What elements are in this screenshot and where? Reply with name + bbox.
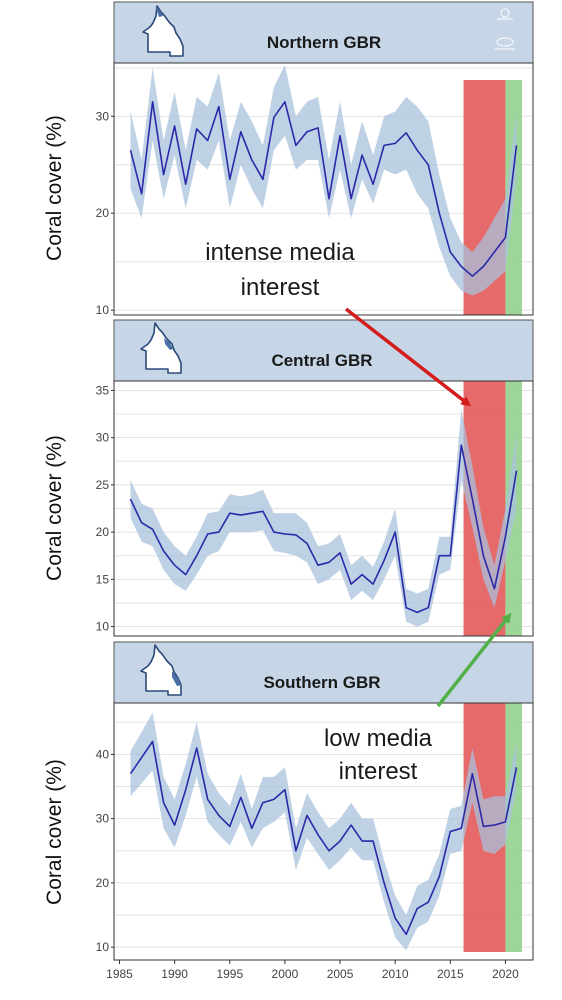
panel-central-title: Central GBR	[271, 351, 372, 370]
panel-southern-confidence-ribbon	[130, 712, 517, 951]
panel-central-frame	[113, 380, 534, 637]
panel-southern-title: Southern GBR	[263, 673, 380, 692]
y-tick-label: 20	[96, 206, 110, 220]
panel-central: Central GBR Coral cover (%) 10 15 20 25 30 35	[43, 319, 534, 637]
y-tick-label: 15	[96, 572, 110, 586]
panel-southern-y-ticks: 10 20 30 40	[96, 747, 114, 954]
x-tick-label: 2020	[492, 967, 519, 981]
government-emblem-icon	[497, 8, 513, 20]
y-tick-label: 30	[96, 109, 110, 123]
aims-logo-icon	[495, 37, 515, 50]
annotation-low-line-1: low media	[324, 725, 433, 752]
panel-northern: Northern GBR Coral cover (%) 10 20 30	[43, 1, 534, 317]
y-tick-label: 25	[96, 478, 110, 492]
panel-southern-grid	[114, 721, 533, 948]
panel-northern-confidence-ribbon	[130, 64, 517, 296]
low-interest-band	[505, 703, 522, 952]
x-tick-label: 1995	[216, 967, 243, 981]
queensland-map-icon	[140, 644, 182, 696]
y-tick-label: 10	[96, 620, 110, 634]
y-tick-label: 10	[96, 940, 110, 954]
annotation-intense-line-2: interest	[241, 274, 320, 301]
annotation-low-media-interest: low media interest	[324, 612, 512, 785]
y-tick-label: 10	[96, 303, 110, 317]
panel-central-ylabel: Coral cover (%)	[43, 435, 66, 581]
x-axis-ticks: 1985 1990 1995 2000 2005 2010 2015 2020	[106, 960, 519, 981]
y-tick-label: 30	[96, 431, 110, 445]
low-media-arrow	[436, 612, 512, 708]
y-tick-label: 40	[96, 747, 110, 761]
queensland-map-icon	[142, 5, 184, 57]
y-tick-label: 30	[96, 812, 110, 826]
panel-central-series-line	[129, 444, 518, 614]
annotation-intense-line-1: intense media	[205, 239, 355, 266]
panel-northern-y-ticks: 10 20 30	[96, 109, 114, 317]
x-tick-label: 2000	[272, 967, 299, 981]
panel-northern-header	[113, 1, 534, 64]
x-tick-label: 2005	[327, 967, 354, 981]
panel-southern-ylabel: Coral cover (%)	[43, 759, 66, 905]
panel-northern-frame	[113, 62, 534, 316]
annotation-intense-media-interest: intense media interest	[205, 239, 472, 407]
panel-northern-ylabel: Coral cover (%)	[43, 115, 66, 261]
x-tick-label: 1990	[161, 967, 188, 981]
y-tick-label: 20	[96, 525, 110, 539]
x-tick-label: 2010	[382, 967, 409, 981]
y-tick-label: 35	[96, 383, 110, 397]
annotation-low-line-2: interest	[339, 758, 418, 785]
panel-central-y-ticks: 10 15 20 25 30 35	[96, 383, 114, 634]
panel-southern-frame	[113, 702, 534, 961]
queensland-map-icon	[140, 322, 182, 374]
panel-southern-series-line	[129, 740, 518, 936]
panel-southern: Southern GBR Coral cover (%) 10 20 30 40 19…	[43, 641, 534, 981]
panel-northern-series-line	[129, 101, 518, 277]
panel-central-header	[113, 319, 534, 382]
intense-media-arrow	[344, 307, 472, 407]
panel-northern-title: Northern GBR	[267, 33, 381, 52]
x-tick-label: 1985	[106, 967, 133, 981]
x-tick-label: 2015	[437, 967, 464, 981]
panel-central-confidence-ribbon	[130, 409, 517, 627]
y-tick-label: 20	[96, 876, 110, 890]
